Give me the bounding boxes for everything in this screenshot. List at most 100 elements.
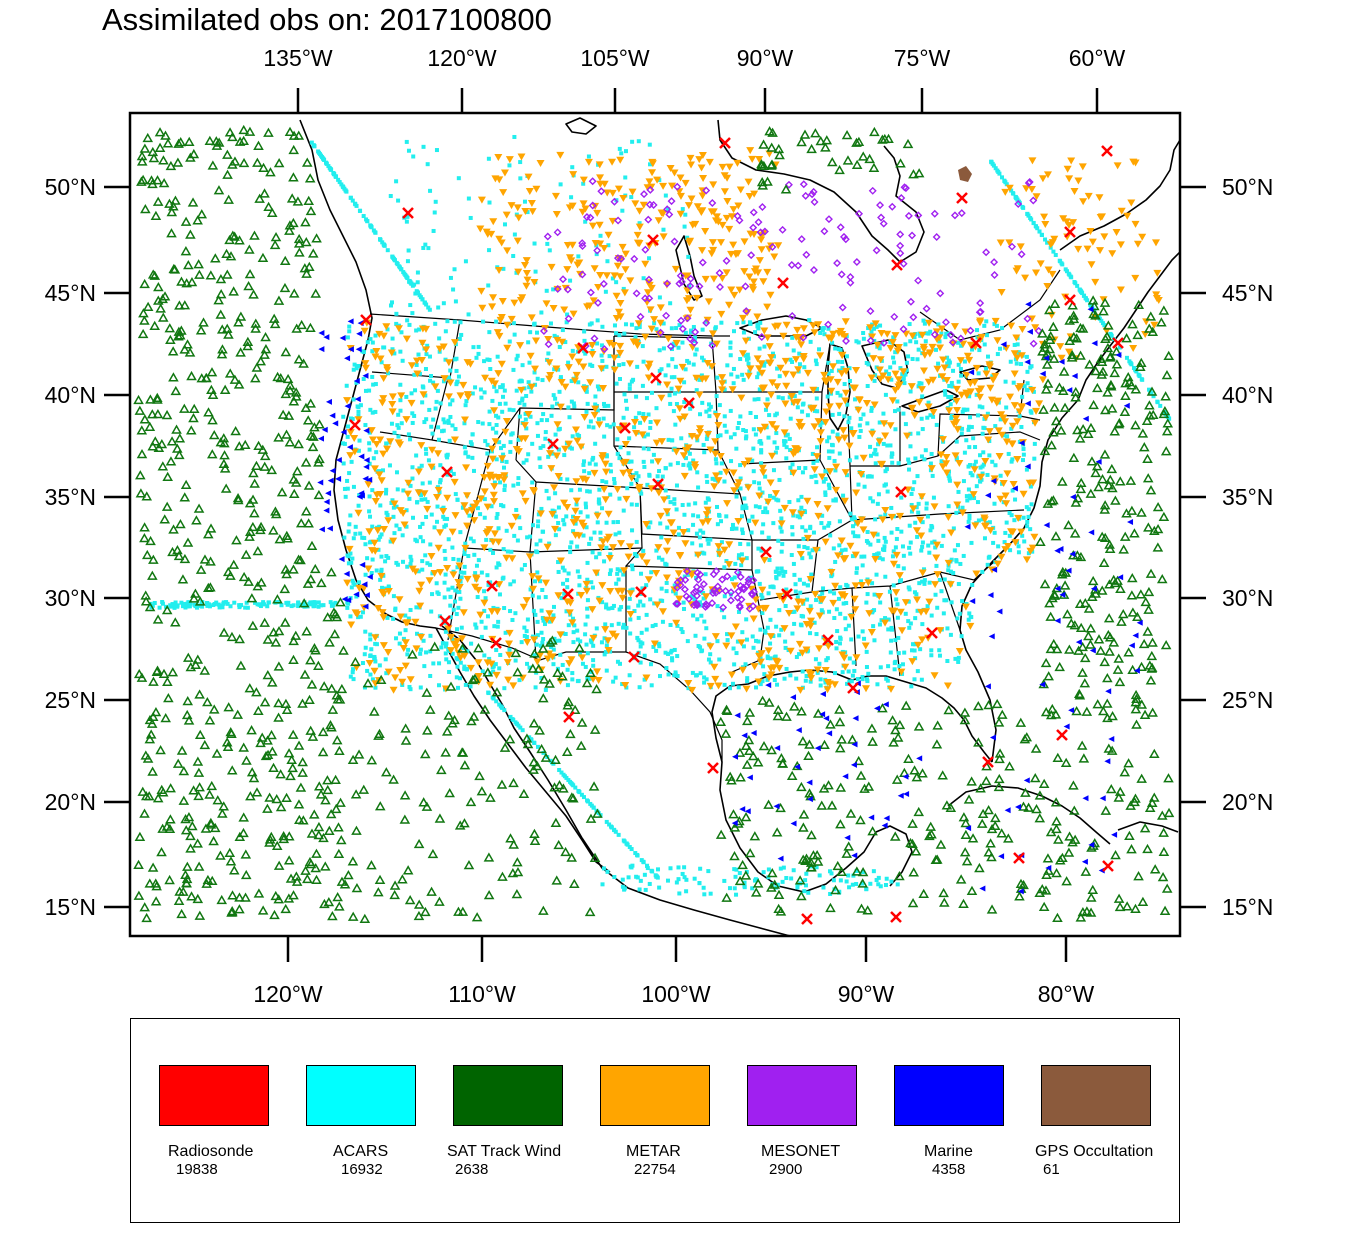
acars-mark xyxy=(673,422,678,427)
acars-mark xyxy=(874,878,879,883)
metar-mark xyxy=(831,582,840,590)
metar-mark xyxy=(865,610,874,618)
metar-mark xyxy=(871,320,880,328)
acars-mark xyxy=(388,539,393,544)
acars-mark xyxy=(972,496,977,501)
sat-wind-mark xyxy=(283,831,295,841)
acars-mark xyxy=(1128,361,1133,366)
acars-mark xyxy=(570,348,575,353)
acars-mark xyxy=(539,506,544,511)
acars-mark xyxy=(753,330,758,335)
acars-mark xyxy=(430,592,435,597)
acars-mark xyxy=(664,580,669,585)
acars-mark xyxy=(538,445,543,450)
metar-mark xyxy=(645,360,654,368)
acars-mark xyxy=(841,601,846,606)
acars-mark xyxy=(739,563,744,568)
acars-mark xyxy=(831,878,836,883)
acars-mark xyxy=(173,600,178,605)
acars-mark xyxy=(980,471,985,476)
acars-mark xyxy=(920,394,925,399)
acars-mark xyxy=(160,600,165,605)
acars-mark xyxy=(601,866,606,871)
metar-mark xyxy=(563,503,572,511)
metar-mark xyxy=(943,682,952,690)
acars-mark xyxy=(665,525,670,530)
acars-mark xyxy=(617,333,622,338)
metar-mark xyxy=(774,242,783,250)
metar-mark xyxy=(556,151,565,159)
acars-mark xyxy=(670,438,675,443)
acars-mark xyxy=(944,331,949,336)
acars-mark xyxy=(407,278,412,283)
acars-mark xyxy=(791,868,796,873)
acars-mark xyxy=(719,540,724,545)
acars-mark xyxy=(815,445,820,450)
metar-mark xyxy=(365,528,374,536)
metar-mark xyxy=(1048,270,1057,278)
acars-mark xyxy=(668,462,673,467)
metar-mark xyxy=(616,273,625,281)
acars-mark xyxy=(553,396,558,401)
acars-mark xyxy=(875,501,880,506)
metar-mark xyxy=(734,517,743,525)
acars-mark xyxy=(599,353,604,358)
acars-mark xyxy=(725,638,730,643)
metar-mark xyxy=(435,529,444,537)
acars-mark xyxy=(689,594,694,599)
metar-mark xyxy=(430,570,439,578)
acars-mark xyxy=(829,574,834,579)
acars-mark xyxy=(915,534,920,539)
acars-mark xyxy=(885,489,890,494)
acars-mark xyxy=(612,477,617,482)
acars-mark xyxy=(779,627,784,632)
metar-mark xyxy=(425,577,434,585)
metar-mark xyxy=(377,572,386,580)
metar-mark xyxy=(716,452,725,460)
acars-mark xyxy=(603,622,608,627)
acars-mark xyxy=(654,406,659,411)
acars-mark xyxy=(860,881,865,886)
acars-mark xyxy=(423,242,428,247)
acars-mark xyxy=(856,482,861,487)
metar-mark xyxy=(722,214,731,222)
metar-mark xyxy=(937,451,946,459)
mesonet-mark xyxy=(578,270,587,279)
acars-mark xyxy=(715,522,720,527)
acars-mark xyxy=(546,496,551,501)
acars-mark xyxy=(674,401,679,406)
metar-mark xyxy=(710,663,719,671)
acars-mark xyxy=(585,614,590,619)
acars-mark xyxy=(535,550,540,555)
acars-mark xyxy=(395,487,400,492)
acars-mark xyxy=(405,276,410,281)
acars-mark xyxy=(698,412,703,417)
metar-mark xyxy=(675,595,684,603)
acars-mark xyxy=(543,595,548,600)
acars-mark xyxy=(859,554,864,559)
acars-mark xyxy=(445,516,450,521)
mesonet-mark xyxy=(716,283,724,292)
acars-mark xyxy=(574,502,579,507)
metar-mark xyxy=(1001,418,1010,426)
acars-mark xyxy=(352,582,357,587)
metar-mark xyxy=(764,647,773,655)
acars-mark xyxy=(507,163,512,168)
acars-mark xyxy=(536,512,541,517)
acars-mark xyxy=(700,648,705,653)
acars-mark xyxy=(661,227,666,232)
acars-mark xyxy=(333,174,338,179)
metar-mark xyxy=(779,332,788,340)
metar-mark xyxy=(930,672,939,680)
metar-mark xyxy=(939,356,948,364)
acars-mark xyxy=(491,669,496,674)
metar-mark xyxy=(536,159,545,167)
acars-mark xyxy=(378,534,383,539)
acars-mark xyxy=(386,371,391,376)
metar-mark xyxy=(1019,490,1028,498)
acars-mark xyxy=(358,614,363,619)
acars-mark xyxy=(520,398,525,403)
acars-mark xyxy=(617,376,622,381)
acars-mark xyxy=(827,609,832,614)
acars-mark xyxy=(1067,272,1072,277)
